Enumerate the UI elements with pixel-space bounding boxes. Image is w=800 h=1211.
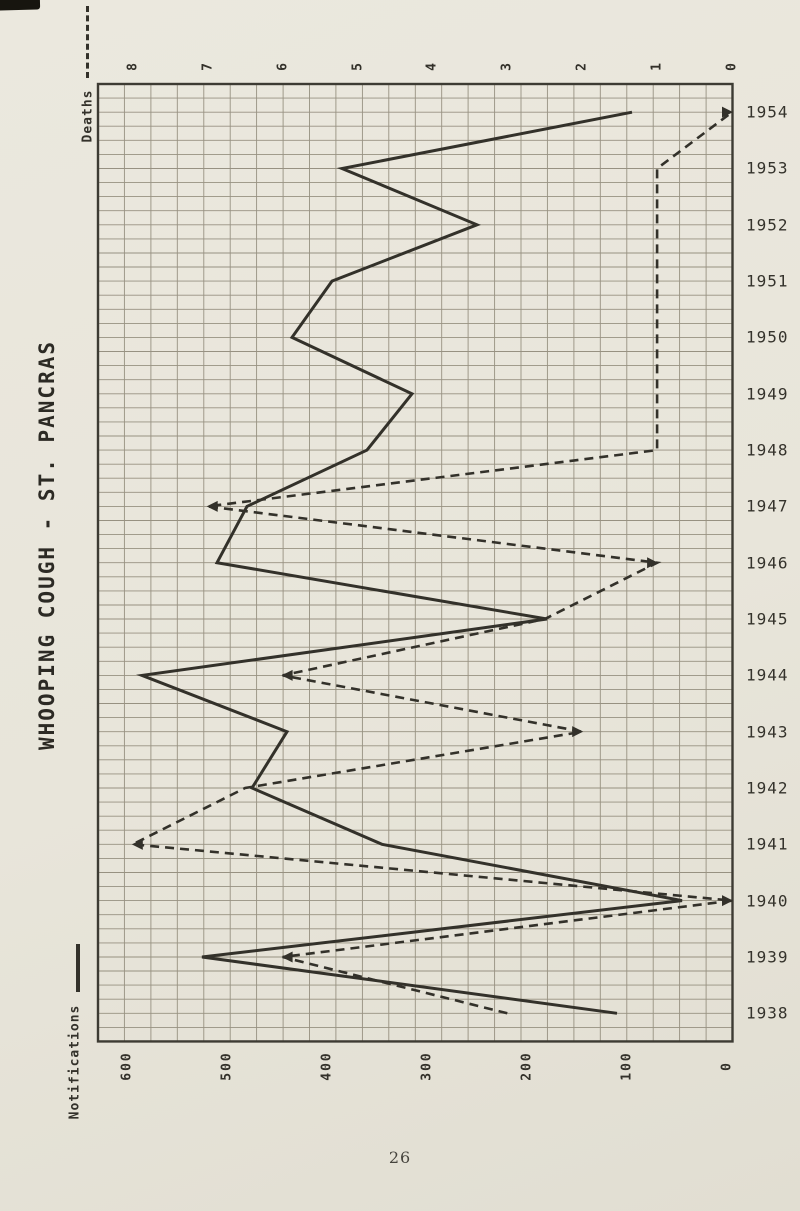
notifications-line	[136, 110, 683, 1015]
deaths-axis-tick: 8	[125, 61, 141, 71]
year-label: 1946	[746, 553, 789, 573]
deaths-line-arrowhead	[722, 895, 733, 907]
deaths-line-arrowhead	[281, 669, 293, 681]
year-label: 1950	[746, 327, 789, 347]
deaths-line-arrowhead	[647, 557, 659, 569]
grid	[97, 83, 733, 1042]
notifications-axis-tick: 0	[719, 1061, 735, 1071]
notifications-axis-tick: 600	[119, 1051, 135, 1081]
year-label: 1941	[746, 834, 789, 854]
notifications-axis-tick: 200	[519, 1051, 535, 1081]
year-label: 1949	[746, 384, 789, 404]
chart-frame	[96, 82, 734, 1043]
deaths-line-arrowhead	[722, 106, 733, 118]
year-label: 1944	[746, 665, 789, 685]
year-label: 1954	[746, 102, 789, 122]
deaths-axis-tick: 1	[649, 61, 665, 71]
deaths-line-arrowhead	[281, 951, 293, 963]
notifications-axis-tick: 400	[319, 1051, 335, 1081]
notifications-axis-tick: 100	[619, 1051, 635, 1081]
deaths-axis-tick: 3	[499, 61, 515, 71]
notifications-axis-tick: 500	[219, 1051, 235, 1081]
year-label: 1939	[746, 947, 789, 967]
deaths-axis-tick: 7	[200, 61, 216, 71]
deaths-line-arrowhead	[206, 500, 218, 512]
year-label: 1940	[746, 891, 789, 911]
deaths-line-arrowhead	[131, 838, 143, 850]
notifications-axis-tick: 300	[419, 1051, 435, 1081]
year-label: 1952	[746, 215, 789, 235]
year-label: 1951	[746, 271, 789, 291]
year-label: 1938	[746, 1003, 789, 1023]
deaths-axis-tick: 5	[350, 61, 366, 71]
year-label: 1943	[746, 722, 789, 742]
notifications-solid-line-swatch	[76, 944, 80, 992]
deaths-dashed-line-swatch	[86, 6, 89, 78]
page-number: 26	[388, 1148, 412, 1167]
year-label: 1948	[746, 440, 789, 460]
year-label: 1945	[746, 609, 789, 629]
deaths-axis-tick: 6	[275, 61, 291, 71]
year-label: 1953	[746, 158, 789, 178]
deaths-line-arrowhead	[572, 726, 584, 738]
deaths-axis-tick: 4	[424, 61, 440, 71]
year-label: 1947	[746, 496, 789, 516]
deaths-axis-tick: 2	[574, 61, 590, 71]
deaths-axis-tick: 0	[724, 61, 740, 71]
year-label: 1942	[746, 778, 789, 798]
